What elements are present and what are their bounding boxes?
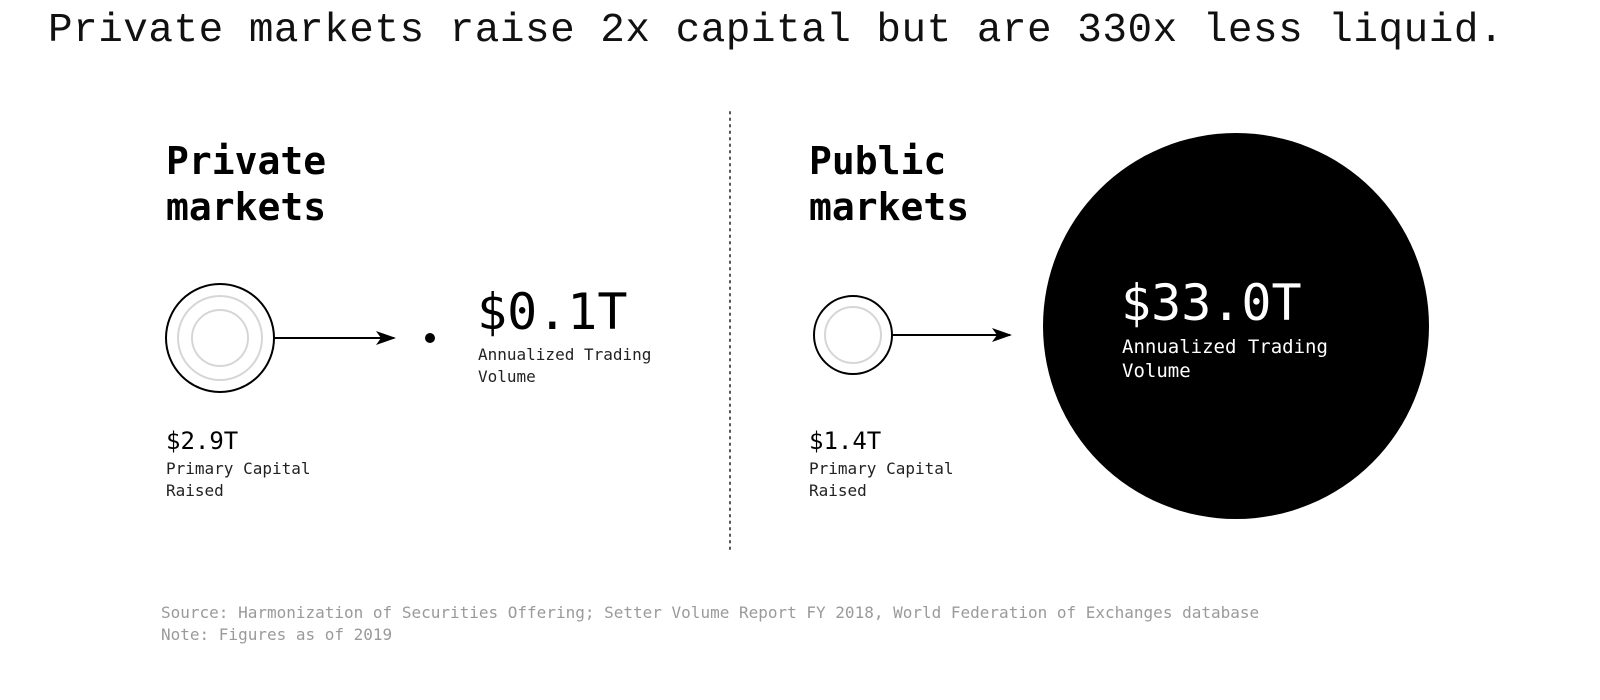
public-capital-circle [813,295,893,375]
public-capital-label-line1: Primary Capital [809,459,954,478]
public-volume-circle [1043,133,1429,519]
private-primary-capital-value: $2.9T [166,427,239,455]
private-title-line2: markets [166,185,327,229]
figures-date-note: Note: Figures as of 2019 [161,625,393,644]
footer-notes: Source: Harmonization of Securities Offe… [161,602,1259,646]
private-markets-title: Private markets [166,138,326,230]
public-title-line1: Public [809,139,947,183]
private-trading-volume-label: Annualized Trading Volume [478,344,678,388]
private-trading-volume-value: $0.1T [477,283,628,341]
public-trading-volume-label: Annualized Trading Volume [1122,335,1382,383]
private-volume-dot [425,333,435,343]
public-trading-label-line1: Annualized Trading [1122,336,1328,358]
public-markets-title: Public markets [809,138,969,230]
public-primary-capital-value: $1.4T [809,427,882,455]
source-note: Source: Harmonization of Securities Offe… [161,603,1260,622]
headline: Private markets raise 2x capital but are… [48,8,1505,54]
private-trading-label-line1: Annualized Trading [478,345,652,364]
private-capital-label-line2: Raised [166,481,224,500]
public-trading-label-line2: Volume [1122,360,1191,382]
private-primary-capital-label: Primary Capital Raised [166,458,366,502]
private-capital-circle [165,283,275,393]
public-title-line2: markets [809,185,970,229]
public-trading-volume-value: $33.0T [1121,274,1302,332]
public-capital-label-line2: Raised [809,481,867,500]
private-trading-label-line2: Volume [478,367,536,386]
public-primary-capital-label: Primary Capital Raised [809,458,1009,502]
private-title-line1: Private [166,139,327,183]
private-capital-label-line1: Primary Capital [166,459,311,478]
